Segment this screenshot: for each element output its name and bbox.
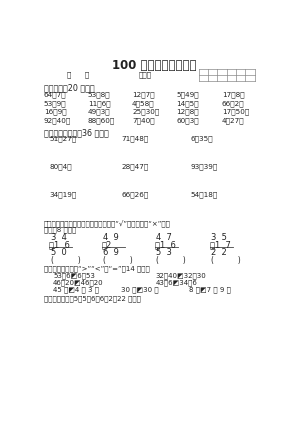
Text: 66）2＝: 66）2＝ bbox=[222, 100, 244, 107]
Text: (          ): ( ) bbox=[51, 256, 80, 265]
Text: 3  4: 3 4 bbox=[51, 233, 67, 243]
Text: 46＋20◩46）20: 46＋20◩46）20 bbox=[53, 279, 103, 286]
Text: 60＋3＝: 60＋3＝ bbox=[176, 117, 199, 124]
Text: 7＋40＝: 7＋40＝ bbox=[132, 117, 155, 124]
Text: 5  0: 5 0 bbox=[51, 248, 66, 257]
Text: 5  3: 5 3 bbox=[156, 248, 172, 257]
Text: 14）5＝: 14）5＝ bbox=[176, 100, 199, 107]
Text: 6＋35＝: 6＋35＝ bbox=[191, 136, 214, 142]
Text: (          ): ( ) bbox=[211, 256, 241, 265]
Text: 53）8＝: 53）8＝ bbox=[88, 92, 110, 98]
Text: 3  5: 3 5 bbox=[211, 233, 227, 243]
Text: 17）8＝: 17）8＝ bbox=[222, 92, 244, 98]
Text: 71）48＝: 71）48＝ bbox=[121, 136, 148, 142]
Text: 49＋3＝: 49＋3＝ bbox=[88, 109, 110, 115]
Text: 25＋30＝: 25＋30＝ bbox=[132, 109, 159, 115]
Text: 16）9＝: 16）9＝ bbox=[44, 109, 66, 115]
Text: 28＋47＝: 28＋47＝ bbox=[121, 163, 148, 170]
Text: 53）9＝: 53）9＝ bbox=[44, 100, 66, 107]
Text: 30 角◩30 分: 30 角◩30 分 bbox=[121, 287, 159, 293]
Text: 一      班: 一 班 bbox=[67, 71, 89, 78]
Text: 4  9: 4 9 bbox=[103, 233, 119, 243]
Text: 88）60＝: 88）60＝ bbox=[88, 117, 115, 124]
Text: 4＋58＝: 4＋58＝ bbox=[132, 100, 155, 107]
Text: 一、口算（20 分）。: 一、口算（20 分）。 bbox=[44, 83, 94, 92]
Text: 11）6＝: 11）6＝ bbox=[88, 100, 110, 107]
Text: 6  9: 6 9 bbox=[103, 248, 119, 257]
Text: 12）8＝: 12）8＝ bbox=[176, 109, 199, 115]
Text: 12）7＝: 12）7＝ bbox=[132, 92, 155, 98]
Text: 34）19＝: 34）19＝ bbox=[49, 191, 76, 198]
Text: ）1  7: ）1 7 bbox=[210, 240, 230, 249]
Text: 93）39＝: 93）39＝ bbox=[191, 163, 218, 170]
Text: 姓名：: 姓名： bbox=[138, 71, 152, 78]
Text: 七、解决问题＂5＋5＋6＋6＋2＝22 分）。: 七、解决问题＂5＋5＋6＋6＋2＝22 分）。 bbox=[44, 296, 141, 302]
Text: (          ): ( ) bbox=[156, 256, 186, 265]
Text: ＋1  6: ＋1 6 bbox=[154, 240, 176, 249]
Text: 45 元◩4 元 3 角: 45 元◩4 元 3 角 bbox=[53, 287, 99, 293]
Text: 五、在圆圈里填上“>”“<”或“=”／14 分）。: 五、在圆圈里填上“>”“<”或“=”／14 分）。 bbox=[44, 266, 149, 272]
Text: 51＋27＝: 51＋27＝ bbox=[49, 136, 76, 142]
Text: 二、用竖式计算（36 分）。: 二、用竖式计算（36 分）。 bbox=[44, 128, 109, 137]
Text: 92）40＝: 92）40＝ bbox=[44, 117, 71, 124]
Text: 四、下面计算正确吗？正确的在下面打“√”，错误的打“×”并改: 四、下面计算正确吗？正确的在下面打“√”，错误的打“×”并改 bbox=[44, 220, 171, 228]
Text: 80）4＝: 80）4＝ bbox=[49, 163, 72, 170]
Text: 32＋40◩32＋30: 32＋40◩32＋30 bbox=[155, 273, 206, 279]
Text: 4＋27＝: 4＋27＝ bbox=[222, 117, 244, 124]
Text: (          ): ( ) bbox=[103, 256, 133, 265]
Text: 43）6◩34）6: 43）6◩34）6 bbox=[155, 279, 197, 286]
Text: ＋2: ＋2 bbox=[102, 240, 112, 249]
Text: 17＋50＝: 17＋50＝ bbox=[222, 109, 249, 115]
Text: 64）7＝: 64）7＝ bbox=[44, 92, 66, 98]
Text: 66＋26＝: 66＋26＝ bbox=[121, 191, 148, 198]
Text: 8 元◩7 元 9 角: 8 元◩7 元 9 角 bbox=[189, 287, 231, 293]
Text: 5＋49＝: 5＋49＝ bbox=[176, 92, 199, 98]
Text: 100 以内的加法和减法: 100 以内的加法和减法 bbox=[112, 59, 196, 72]
Text: 2  2: 2 2 bbox=[211, 248, 227, 257]
Text: 54）18＝: 54）18＝ bbox=[191, 191, 218, 198]
Text: 53＋6◩6＋53: 53＋6◩6＋53 bbox=[53, 273, 95, 279]
Text: 正。／8 分）。: 正。／8 分）。 bbox=[44, 226, 76, 233]
Text: ）1  6: ）1 6 bbox=[49, 240, 70, 249]
Text: 4  7: 4 7 bbox=[156, 233, 172, 243]
